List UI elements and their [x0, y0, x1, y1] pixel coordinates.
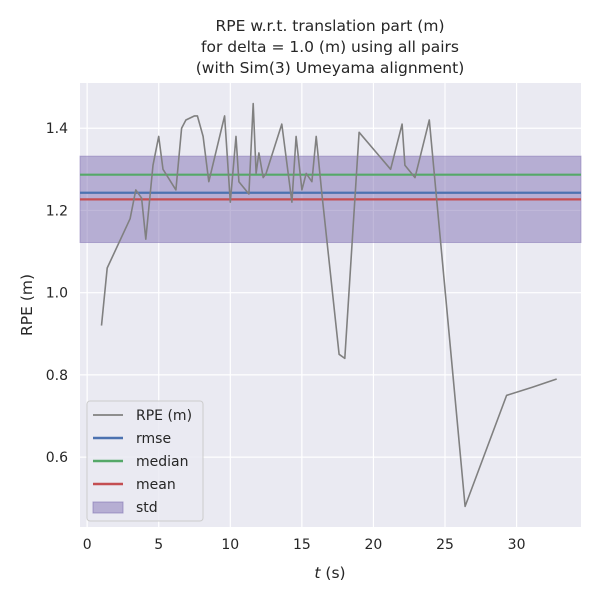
chart-title-line-3: (with Sim(3) Umeyama alignment) [196, 59, 465, 77]
chart-title-line-2: for delta = 1.0 (m) using all pairs [201, 38, 459, 56]
x-tick-label: 10 [221, 537, 239, 553]
legend-item-rpe-m: RPE (m) [93, 408, 192, 424]
x-tick-label: 15 [293, 537, 311, 553]
legend-item-rmse: rmse [93, 431, 171, 447]
stat-lines-layer [80, 173, 581, 201]
x-axis-label-variable: t [314, 564, 321, 582]
y-tick-label: 0.6 [46, 450, 68, 466]
x-tick-label: 20 [365, 537, 383, 553]
legend-label: RPE (m) [136, 408, 192, 424]
legend-label: mean [136, 477, 176, 493]
y-axis-label: RPE (m) [18, 274, 36, 336]
legend-item-mean: mean [93, 477, 176, 493]
legend-label: rmse [136, 431, 171, 447]
x-tick-label: 25 [436, 537, 454, 553]
x-tick-label: 30 [508, 537, 526, 553]
chart-title-line-1: RPE w.r.t. translation part (m) [215, 17, 444, 35]
legend: RPE (m) rmse median mean std [86, 400, 204, 522]
y-tick-labels: 0.6 0.8 1.0 1.2 1.4 [46, 121, 68, 466]
x-tick-label: 5 [154, 537, 163, 553]
x-tick-label: 0 [83, 537, 92, 553]
legend-swatch [92, 501, 124, 514]
x-tick-labels: 0 5 10 15 20 25 30 [83, 537, 526, 553]
legend-label: median [136, 454, 188, 470]
y-tick-label: 1.0 [46, 286, 68, 302]
series-layer [100, 102, 557, 508]
legend-item-std: std [92, 500, 158, 516]
legend-label: std [136, 500, 158, 516]
y-tick-label: 1.4 [46, 121, 68, 137]
y-tick-label: 1.2 [46, 203, 68, 219]
x-axis-label: t (s) [314, 564, 345, 582]
chart-title: RPE w.r.t. translation part (m) for delt… [196, 17, 465, 77]
x-axis-label-unit: (s) [320, 564, 345, 582]
legend-item-median: median [93, 454, 188, 470]
legend-box [86, 400, 204, 522]
rpe-series-line [100, 102, 557, 508]
y-tick-label: 0.8 [46, 368, 68, 384]
